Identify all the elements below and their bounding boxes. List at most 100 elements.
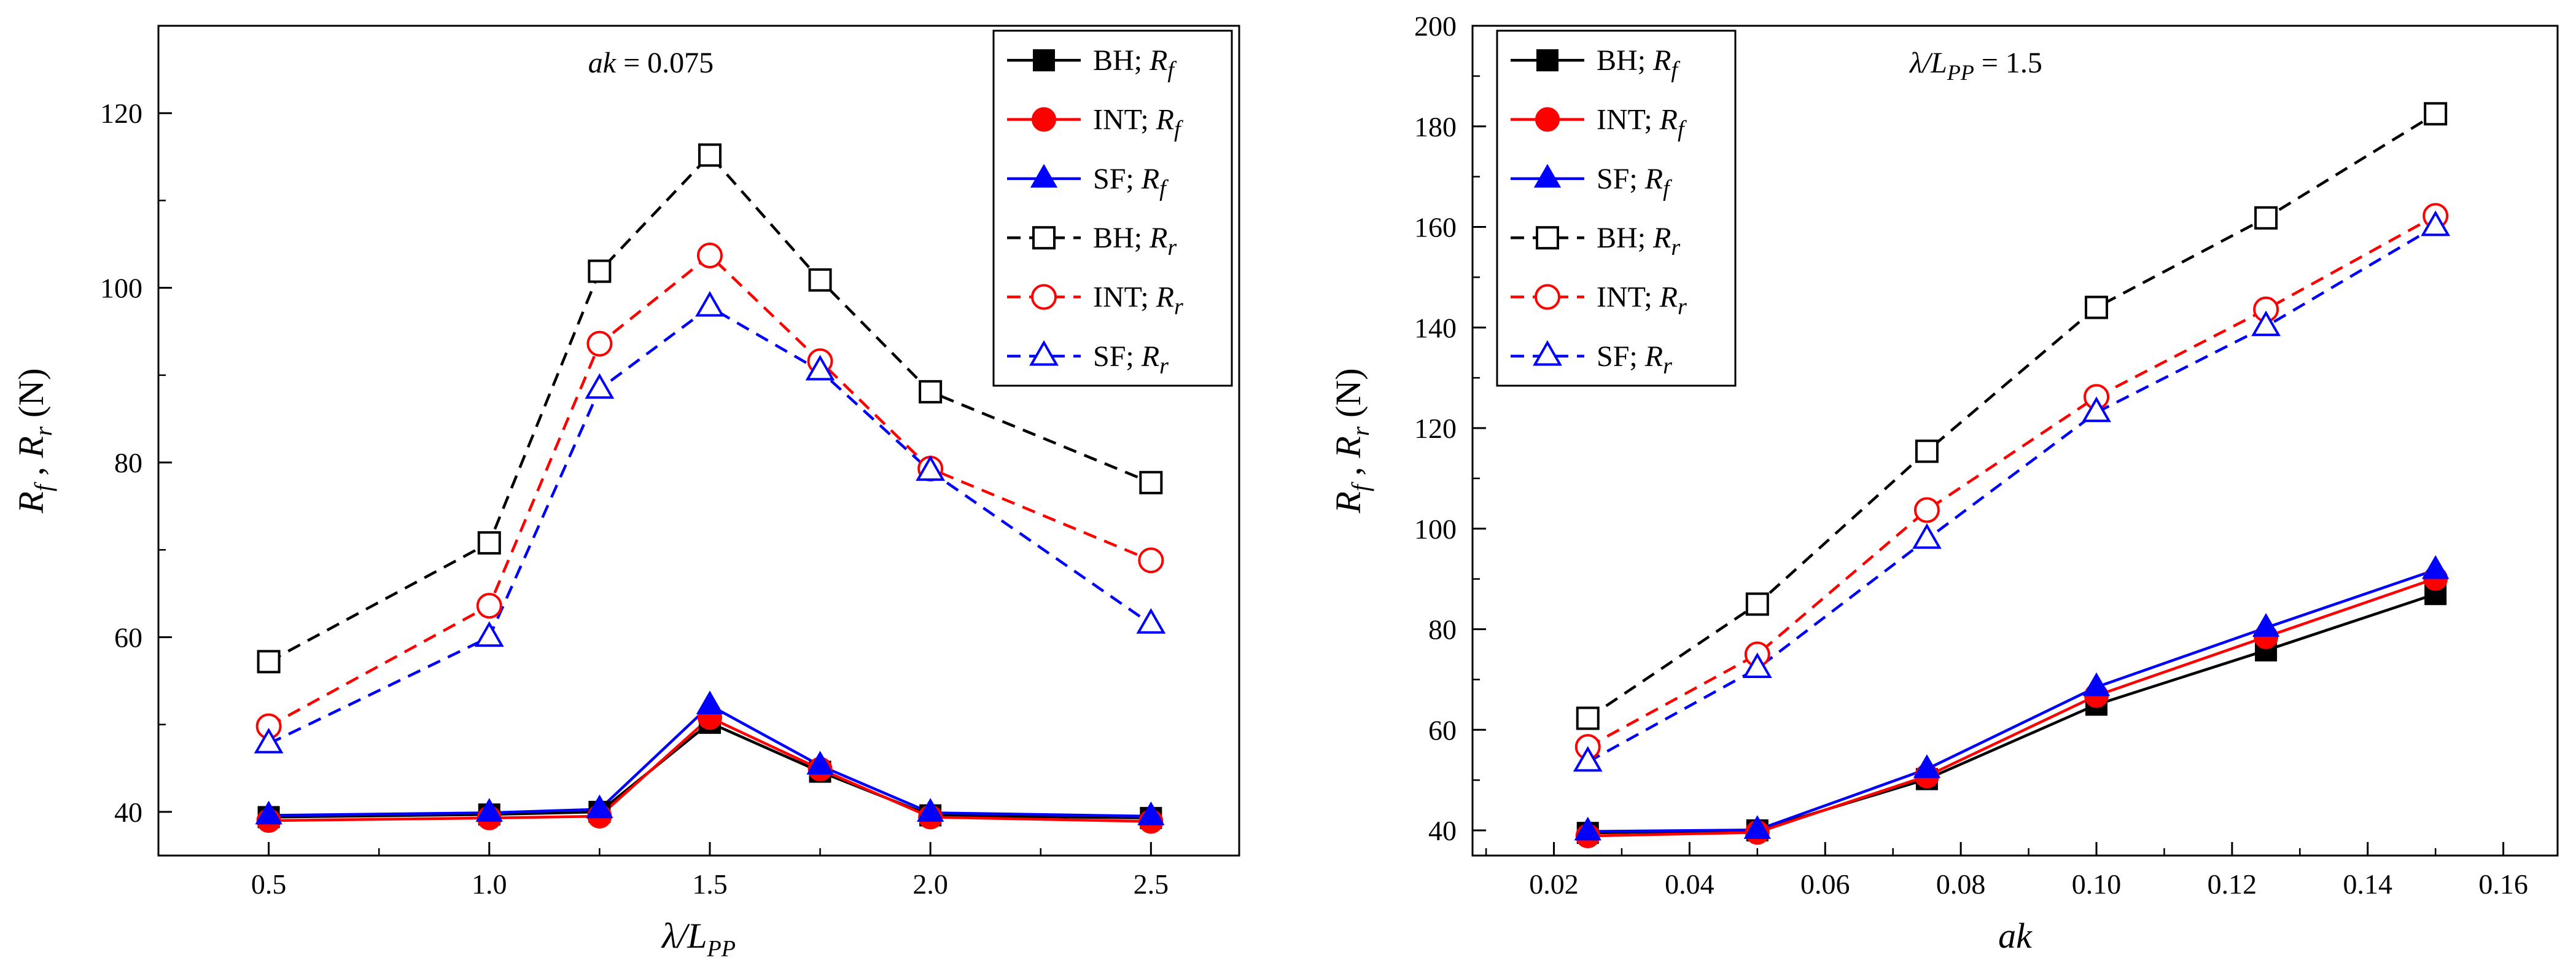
legend-marker	[1536, 226, 1559, 250]
legend-item: SF; Rr	[1007, 340, 1169, 379]
x-tick-label: 2.5	[1134, 868, 1169, 900]
data-point	[916, 455, 946, 481]
data-point	[586, 794, 613, 819]
x-tick-label: 0.08	[1936, 868, 1986, 900]
y-tick-label: 40	[1428, 815, 1457, 846]
data-point	[2252, 613, 2280, 637]
series-line	[1587, 214, 2437, 749]
series-bh-rf	[268, 721, 1151, 820]
legend-label: BH; Rf	[1093, 44, 1177, 83]
y-tick-label: 160	[1414, 212, 1457, 243]
series-sf-rf	[1587, 568, 2436, 833]
data-point	[588, 259, 612, 283]
legend-item: SF; Rf	[1007, 163, 1169, 201]
x-axis-title: λ/LPP	[661, 916, 736, 962]
x-tick-label: 0.16	[2478, 868, 2528, 900]
data-point	[2424, 102, 2448, 126]
x-tick-label: 0.12	[2208, 868, 2257, 900]
y-tick-label: 120	[1414, 413, 1457, 444]
y-tick-label: 60	[114, 622, 142, 653]
data-point	[1913, 754, 1941, 778]
x-axis-title: ak	[1998, 916, 2033, 956]
x-tick-label: 0.10	[2072, 868, 2122, 900]
y-tick-label: 100	[100, 273, 142, 304]
series-line	[1587, 593, 2436, 835]
x-tick-label: 0.5	[251, 868, 287, 900]
series-line	[268, 721, 1151, 820]
legend-box	[992, 29, 1233, 387]
legend-box	[1496, 29, 1737, 387]
series-line	[1587, 225, 2437, 763]
legend-marker	[1033, 49, 1055, 72]
x-tick-label: 1.5	[692, 868, 728, 900]
x-tick-label: 2.0	[912, 868, 948, 900]
chart-annotation: λ/LPP = 1.5	[1909, 47, 2042, 85]
legend-marker	[1535, 107, 1560, 132]
data-point	[1136, 608, 1166, 634]
data-point	[1915, 439, 1939, 463]
series-markers	[1573, 210, 2451, 772]
data-point	[585, 373, 615, 399]
legend-item: INT; Rf	[1007, 104, 1183, 142]
data-point	[916, 798, 944, 822]
data-point	[806, 751, 834, 775]
data-point	[1138, 547, 1164, 574]
data-point	[1913, 497, 1940, 523]
legend-label: SF; Rf	[1093, 163, 1169, 201]
legend-item: BH; Rf	[1007, 44, 1177, 83]
data-point	[2422, 555, 2450, 579]
series-line	[1587, 577, 2436, 838]
legend-item: BH; Rr	[1511, 222, 1680, 260]
plot-frame	[157, 25, 1240, 857]
legend-label: INT; Rf	[1597, 104, 1687, 142]
data-point	[2254, 206, 2278, 230]
data-point	[1573, 746, 1603, 772]
series-sf-rr	[1587, 225, 2437, 763]
data-point	[477, 531, 501, 555]
y-tick-label: 60	[1428, 714, 1457, 746]
legend-label: INT; Rr	[1597, 281, 1687, 320]
series-bh-rf	[1587, 593, 2436, 835]
data-point	[1742, 652, 1772, 679]
data-point	[695, 291, 725, 317]
y-tick-label: 100	[1414, 513, 1457, 545]
data-point	[2421, 210, 2451, 236]
data-point	[1139, 470, 1163, 494]
y-tick-label: 140	[1414, 312, 1457, 343]
data-point	[2082, 672, 2111, 696]
data-point	[1576, 706, 1600, 730]
data-point	[1743, 815, 1772, 839]
legend-item: INT; Rr	[1007, 281, 1183, 320]
chart-wave-length: 0.5 1.0 1.5 2.0 2.5 40 60 80 100 120 λ/LPP Rf , Rr …	[11, 25, 1240, 962]
legend-item: INT; Rf	[1511, 104, 1687, 142]
data-point	[696, 243, 723, 269]
legend-marker	[1533, 163, 1562, 188]
data-point	[1137, 801, 1165, 825]
legend-label: SF; Rr	[1597, 340, 1672, 379]
series-markers	[1575, 566, 2448, 849]
data-point	[1912, 523, 1942, 549]
y-axis-title: Rf , Rr (N)	[1328, 368, 1374, 513]
legend-marker	[1535, 284, 1560, 310]
legend-item: SF; Rf	[1511, 163, 1672, 201]
data-point	[257, 650, 281, 674]
legend-marker	[1536, 49, 1558, 72]
x-tick-label: 0.04	[1665, 868, 1714, 900]
data-point	[1745, 592, 1769, 616]
legend-marker	[1031, 284, 1057, 310]
data-point	[476, 593, 502, 619]
data-point	[255, 800, 282, 825]
data-point	[475, 798, 503, 822]
series-line	[1587, 568, 2436, 833]
data-point	[808, 268, 832, 292]
series-int-rf	[1587, 577, 2436, 838]
chart-wave-steepness: 0.02 0.04 0.06 0.08 0.10 0.12 0.14 0.16 40 60 80 10…	[1328, 10, 2559, 956]
legend-label: SF; Rr	[1093, 340, 1169, 379]
legend-marker	[1032, 107, 1056, 132]
x-tick-label: 0.14	[2343, 868, 2393, 900]
series-line	[1587, 112, 2437, 720]
data-point	[2085, 295, 2109, 319]
data-point	[474, 621, 504, 647]
